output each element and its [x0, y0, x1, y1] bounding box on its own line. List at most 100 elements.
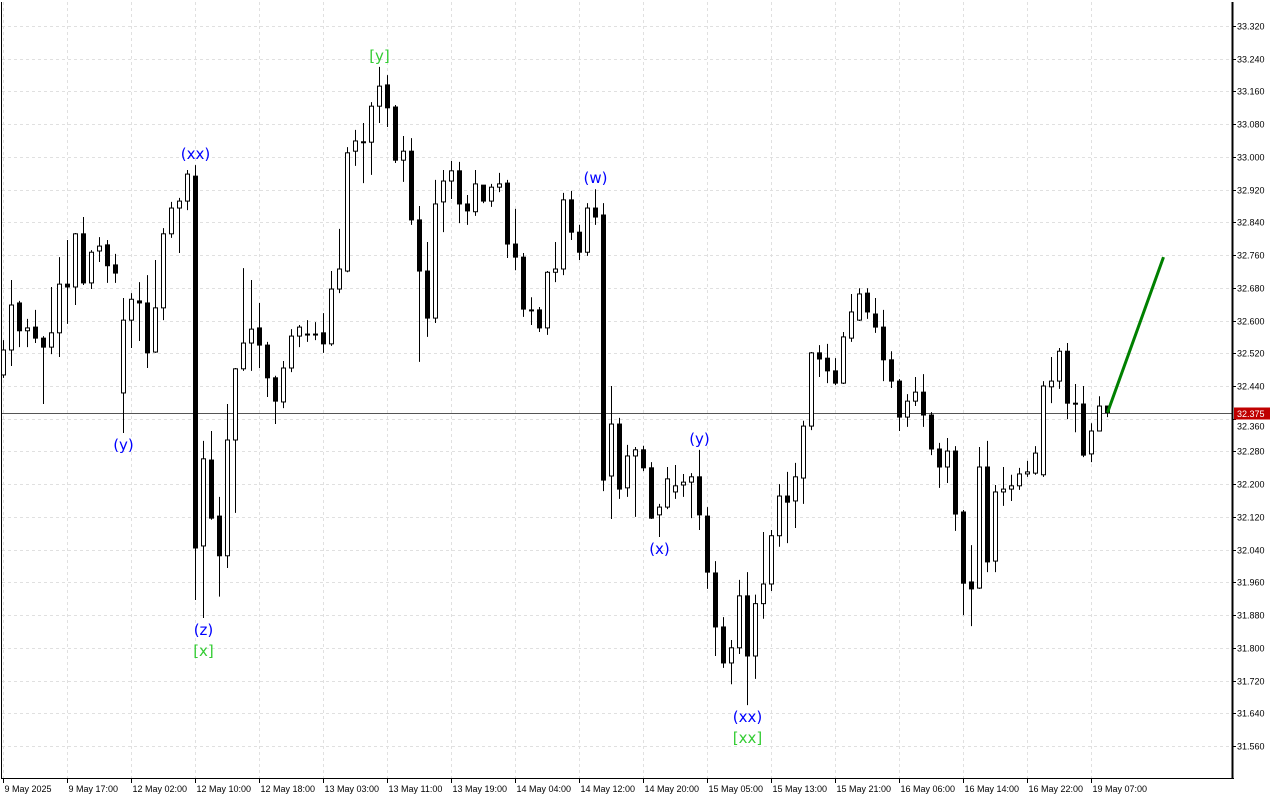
candle	[513, 208, 518, 271]
candle	[977, 446, 982, 589]
candle	[361, 122, 366, 184]
candle-body-bull	[281, 367, 286, 403]
candle	[985, 440, 990, 573]
candle	[385, 75, 390, 128]
candle-body-bull	[289, 335, 294, 369]
candle-body-bull	[753, 603, 758, 657]
candle-body-bull	[657, 506, 662, 516]
candle	[177, 197, 182, 254]
candle	[433, 179, 438, 323]
candle-body-bull	[129, 298, 134, 321]
candle	[489, 183, 494, 207]
candle	[1001, 467, 1006, 506]
candle	[505, 179, 510, 258]
candle-body-bear	[33, 326, 38, 339]
candle	[305, 320, 310, 342]
candle-body-bull	[1097, 405, 1102, 432]
wave-label: (y)	[689, 430, 710, 448]
candle-body-bull	[57, 283, 62, 334]
y-tick-label: 31.640	[1237, 709, 1265, 719]
candle-body-bull	[777, 495, 782, 537]
forecast-arrow-line	[1106, 256, 1165, 414]
candle-body-bear	[953, 450, 958, 515]
candle-body-bull	[849, 311, 854, 339]
candle-body-bull	[89, 251, 94, 284]
candle-body-bull	[249, 328, 254, 344]
candle-body-bull	[369, 105, 374, 143]
candle-body-bear	[601, 214, 606, 481]
candle	[737, 579, 742, 654]
candle	[673, 464, 678, 499]
time-axis[interactable]: 9 May 2025 9 May 17:00 12 May 02:00 12 May …	[3, 778, 1148, 794]
candle-body-bull	[1057, 350, 1062, 382]
candle	[49, 287, 54, 355]
candle-body-bear	[825, 357, 830, 372]
candle-body-bear	[961, 511, 966, 584]
candle	[1017, 467, 1022, 490]
candle-body-bull	[25, 327, 30, 332]
candle-body-bull	[625, 455, 630, 489]
candle	[241, 268, 246, 371]
candle	[1009, 474, 1014, 501]
candle-body-bear	[641, 449, 646, 469]
candle	[1041, 381, 1046, 477]
y-tick-label: 32.120	[1237, 513, 1265, 523]
candle	[649, 462, 654, 519]
candle-body-bull	[665, 478, 670, 508]
price-axis[interactable]: 33.320 33.240 33.160 33.080 33.000 32.920 32.8…	[1232, 22, 1270, 752]
candle	[833, 358, 838, 386]
candle	[401, 136, 406, 182]
candle-body-bear	[649, 467, 654, 519]
candle	[553, 242, 558, 283]
candle-body-bear	[921, 391, 926, 416]
candle	[321, 313, 326, 353]
candle	[953, 446, 958, 531]
candle	[473, 170, 478, 216]
candle	[1089, 423, 1094, 463]
candle-body-bull	[329, 288, 334, 345]
candle-body-bull	[441, 180, 446, 203]
candle-body-bear	[745, 595, 750, 657]
candle	[113, 253, 118, 283]
candle-body-bull	[185, 173, 190, 202]
candle-body-bear	[65, 283, 70, 288]
candle-body-bull	[153, 307, 158, 353]
candle-body-bull	[977, 466, 982, 589]
candle	[129, 293, 134, 348]
wave-label: (xx)	[181, 145, 210, 163]
y-tick-label: 31.560	[1237, 742, 1265, 752]
candle	[417, 206, 422, 362]
chart-frame	[1, 2, 1234, 779]
price-tag-value: 32.375	[1237, 409, 1265, 419]
wave-label: (xx)	[733, 708, 762, 726]
y-tick-label: 32.520	[1237, 349, 1265, 359]
candle	[193, 165, 198, 600]
candle	[713, 561, 718, 656]
candle-body-bull	[1049, 380, 1054, 388]
wave-label: [y]	[369, 47, 390, 65]
candle-body-bear	[1073, 402, 1078, 405]
candle	[425, 242, 430, 337]
wave-label: (z)	[194, 621, 214, 639]
candle	[793, 462, 798, 528]
candle	[993, 485, 998, 573]
candle-body-bull	[401, 150, 406, 161]
x-tick-label: 12 May 18:00	[261, 784, 316, 794]
candle-body-bull	[241, 342, 246, 370]
y-tick-label: 33.160	[1237, 87, 1265, 97]
candle-body-bull	[857, 293, 862, 321]
candle	[497, 172, 502, 193]
x-tick-label: 12 May 02:00	[133, 784, 188, 794]
x-tick-label: 9 May 17:00	[69, 784, 119, 794]
candle-body-bull	[497, 183, 502, 188]
candle	[945, 437, 950, 483]
candle	[273, 375, 278, 425]
candle	[633, 446, 638, 517]
candle	[521, 253, 526, 317]
x-tick-label: 15 May 13:00	[773, 784, 828, 794]
x-tick-label: 13 May 11:00	[389, 784, 443, 794]
candle	[745, 572, 750, 706]
candle-body-bull	[377, 85, 382, 107]
wave-label: [xx]	[733, 729, 762, 747]
candle-body-bear	[265, 344, 270, 379]
